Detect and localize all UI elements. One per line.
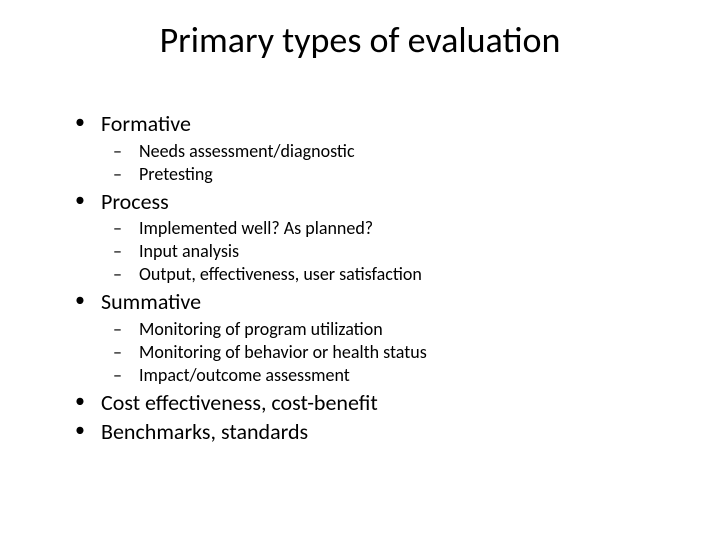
level1-item: Formative Needs assessment/diagnostic Pr… [75, 110, 690, 186]
level2-text: Impact/outcome assessment [139, 364, 350, 386]
level2-item: Input analysis [113, 240, 690, 263]
level1-text: Benchmarks, standards [101, 418, 308, 445]
level1-text: Cost effectiveness, cost-benefit [101, 389, 378, 416]
level2-text: Monitoring of behavior or health status [139, 341, 427, 363]
bullet-list-level2: Monitoring of program utilization Monito… [113, 318, 690, 387]
level2-text: Output, effectiveness, user satisfaction [139, 263, 422, 285]
level2-item: Needs assessment/diagnostic [113, 140, 690, 163]
bullet-list-level1: Formative Needs assessment/diagnostic Pr… [75, 110, 690, 446]
level2-item: Pretesting [113, 163, 690, 186]
level2-item: Implemented well? As planned? [113, 217, 690, 240]
level2-item: Monitoring of program utilization [113, 318, 690, 341]
level2-text: Implemented well? As planned? [139, 217, 373, 239]
slide-title: Primary types of evaluation [30, 18, 690, 62]
level2-text: Input analysis [139, 240, 239, 262]
level2-text: Monitoring of program utilization [139, 318, 383, 340]
level1-item: Summative Monitoring of program utilizat… [75, 288, 690, 387]
level1-text: Process [101, 188, 169, 215]
level1-text: Summative [101, 288, 201, 315]
bullet-list-level2: Implemented well? As planned? Input anal… [113, 217, 690, 286]
level1-item: Benchmarks, standards [75, 418, 690, 446]
level1-text: Formative [101, 110, 191, 137]
level2-item: Monitoring of behavior or health status [113, 341, 690, 364]
level2-item: Output, effectiveness, user satisfaction [113, 263, 690, 286]
level1-item: Cost effectiveness, cost-benefit [75, 389, 690, 417]
level2-text: Needs assessment/diagnostic [139, 140, 355, 162]
level1-item: Process Implemented well? As planned? In… [75, 188, 690, 287]
level2-text: Pretesting [139, 163, 213, 185]
level2-item: Impact/outcome assessment [113, 364, 690, 387]
bullet-list-level2: Needs assessment/diagnostic Pretesting [113, 140, 690, 186]
